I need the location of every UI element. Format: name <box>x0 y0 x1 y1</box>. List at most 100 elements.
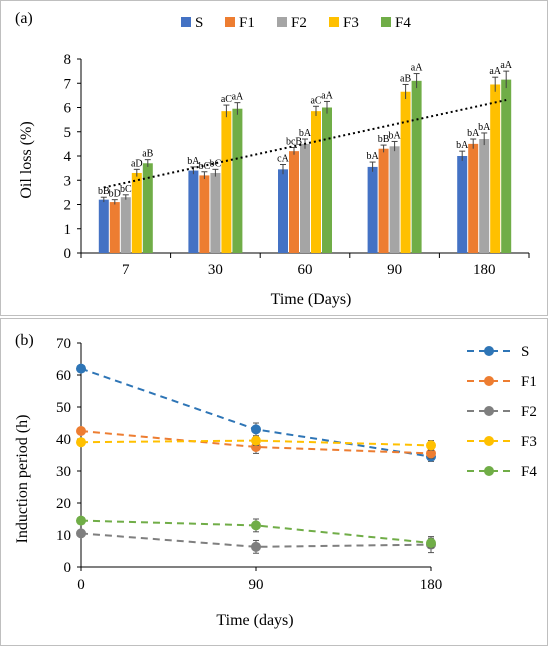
bar <box>468 143 479 253</box>
y-tick-label: 1 <box>64 222 72 238</box>
legend-swatch <box>329 17 339 27</box>
bar <box>289 151 299 253</box>
bar <box>311 111 321 253</box>
bar <box>109 202 120 253</box>
significance-label: bC <box>199 161 211 172</box>
significance-label: aC <box>221 94 232 105</box>
significance-label: aA <box>321 90 333 101</box>
data-point <box>76 437 86 448</box>
trendline <box>103 99 507 189</box>
bar <box>232 108 243 254</box>
bar <box>411 80 422 253</box>
induction-period-line-chart: (b) Induction period (h) Time (days) 0 10… <box>14 332 537 629</box>
y-tick-label: 2 <box>64 198 72 214</box>
significance-label: bD <box>109 189 121 200</box>
significance-label: aA <box>232 92 244 103</box>
data-point <box>251 520 261 531</box>
y-tick-label: 10 <box>56 528 71 544</box>
significance-label: aA <box>411 63 423 74</box>
bar <box>378 148 389 253</box>
bar <box>322 107 332 253</box>
x-axis-title: Time (Days) <box>271 291 352 308</box>
legend-label: F3 <box>343 15 359 31</box>
y-tick-label: 60 <box>56 368 71 384</box>
y-tick-label: 7 <box>64 76 72 92</box>
legend-marker <box>484 436 494 446</box>
significance-label: aB <box>400 73 411 84</box>
y-tick-label: 3 <box>64 173 72 189</box>
panel-label: (b) <box>15 332 34 349</box>
y-tick-label: 20 <box>56 496 71 512</box>
legend-marker <box>484 406 494 416</box>
legend-swatch <box>381 17 391 27</box>
significance-label: bA <box>388 130 401 141</box>
legend-swatch <box>225 17 235 27</box>
significance-label: aD <box>131 158 143 169</box>
significance-label: bB <box>98 186 110 197</box>
y-tick-label: 8 <box>64 52 72 68</box>
significance-label: aB <box>142 149 153 160</box>
significance-label: bA <box>456 140 469 151</box>
significance-label: bA <box>366 151 379 162</box>
legend-label: F1 <box>521 374 537 390</box>
data-point <box>76 363 86 374</box>
bar <box>400 91 411 253</box>
series-line <box>80 532 432 548</box>
y-axis-title: Oil loss (%) <box>18 121 35 198</box>
y-tick-label: 4 <box>64 149 72 165</box>
bar <box>501 79 512 253</box>
y-tick-label: 0 <box>64 246 72 262</box>
series-line <box>80 439 432 447</box>
x-tick-label: 0 <box>77 577 85 593</box>
significance-label: bC <box>210 158 222 169</box>
x-tick-label: 30 <box>208 262 223 278</box>
bar <box>210 172 221 253</box>
bar <box>389 146 400 253</box>
significance-label: bC <box>120 184 132 195</box>
y-tick-label: 70 <box>56 336 71 352</box>
data-point <box>251 435 261 446</box>
y-tick-label: 6 <box>64 101 72 117</box>
y-tick-label: 0 <box>64 560 72 576</box>
legend-label: S <box>195 15 203 31</box>
data-point <box>251 424 261 435</box>
bar <box>300 143 310 253</box>
data-point <box>251 541 261 552</box>
bar <box>188 170 199 253</box>
bar <box>120 197 131 253</box>
significance-label: aC <box>310 95 321 106</box>
x-tick-label: 180 <box>473 262 496 278</box>
bar <box>131 172 142 253</box>
significance-label: bA <box>187 156 200 167</box>
data-point <box>426 538 436 548</box>
bar <box>278 169 288 253</box>
legend-marker <box>484 346 494 356</box>
legend-label: F1 <box>239 15 255 31</box>
y-tick-label: 5 <box>64 125 72 141</box>
y-tick-label: 50 <box>56 400 71 416</box>
legend-marker <box>484 376 494 386</box>
data-point <box>76 426 86 436</box>
legend-swatch <box>277 17 287 27</box>
legend-marker <box>484 466 494 476</box>
legend-label: F4 <box>395 15 411 31</box>
x-tick-label: 90 <box>249 577 264 593</box>
bar <box>457 156 468 253</box>
bar <box>98 199 109 253</box>
bar <box>479 139 490 253</box>
legend-label: S <box>521 344 529 360</box>
bar <box>221 111 232 253</box>
chart-panel-a: (a) Oil loss (%) Time (Days) 0 1 2 3 4 5 6 7 8 7 b… <box>0 0 548 316</box>
bar <box>142 163 153 253</box>
data-point <box>76 528 86 539</box>
significance-label: bA <box>467 128 480 139</box>
data-point <box>426 440 436 451</box>
y-tick-label: 40 <box>56 432 71 448</box>
legend-label: F3 <box>521 434 537 450</box>
bar <box>199 175 210 253</box>
chart-panel-b: (b) Induction period (h) Time (days) 0 10… <box>0 318 548 646</box>
x-axis-title: Time (days) <box>216 612 293 629</box>
x-tick-label: 60 <box>298 262 313 278</box>
significance-label: bB <box>378 134 390 145</box>
legend-label: F2 <box>521 404 537 420</box>
